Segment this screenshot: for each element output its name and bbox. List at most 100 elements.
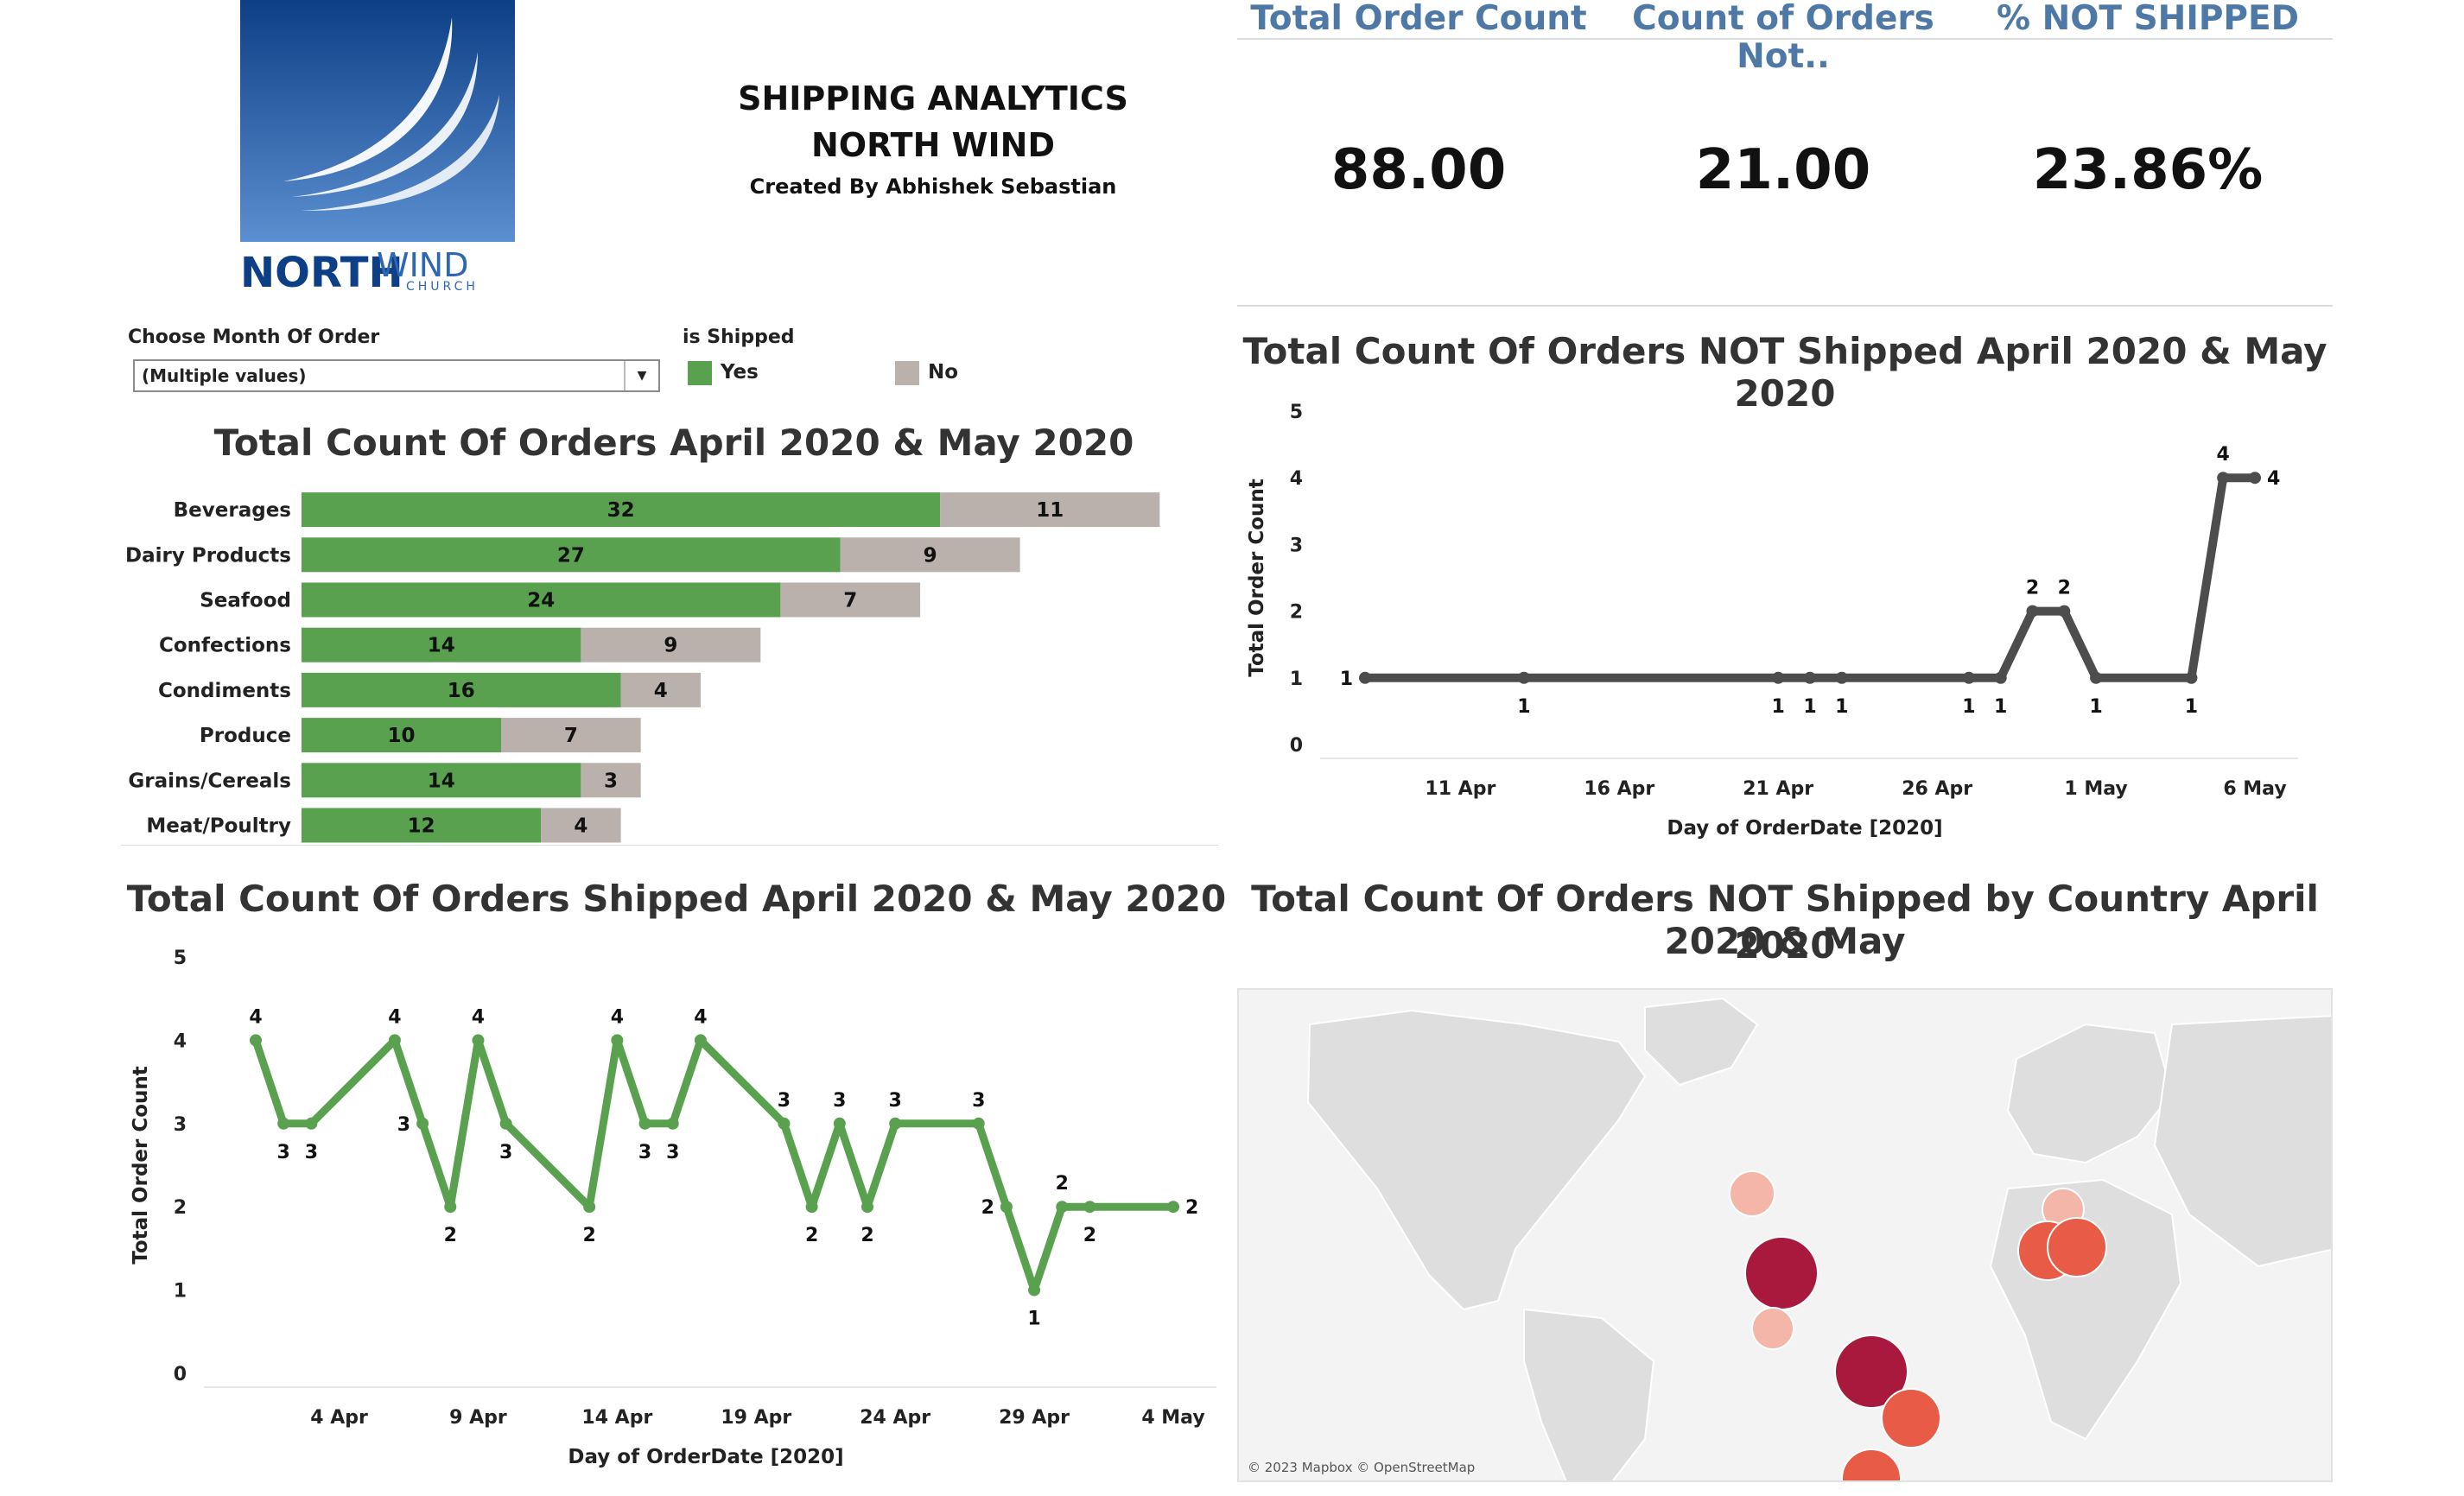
dashboard-title-line2: NORTH WIND	[810, 126, 1055, 164]
bar-segment-no[interactable]	[940, 492, 1160, 528]
data-label: 4	[388, 1006, 401, 1028]
bar-segment-no[interactable]	[620, 672, 701, 707]
data-point[interactable]	[250, 1034, 262, 1047]
x-axis-title: Day of OrderDate [2020]	[568, 1446, 843, 1468]
data-point[interactable]	[1804, 671, 1816, 684]
data-point[interactable]	[2185, 671, 2198, 684]
data-point[interactable]	[1359, 671, 1371, 684]
y-tick-label: 3	[1290, 535, 1303, 556]
data-label: 1	[1994, 696, 2007, 718]
kpi-not-shipped-count-label: Count of Orders Not..	[1632, 0, 1934, 76]
map-point-canada[interactable]	[1729, 1170, 1775, 1217]
data-point[interactable]	[388, 1034, 401, 1047]
data-label: 2	[805, 1225, 818, 1246]
data-point[interactable]	[277, 1117, 290, 1130]
bar-segment-no[interactable]	[581, 627, 761, 662]
data-point[interactable]	[1056, 1201, 1069, 1214]
data-point[interactable]	[611, 1034, 624, 1047]
x-tick-label: 14 Apr	[581, 1407, 652, 1429]
map-point-germany[interactable]	[2047, 1217, 2107, 1277]
bar-segment-yes[interactable]	[302, 627, 581, 662]
data-point[interactable]	[666, 1117, 679, 1130]
y-tick-label: 0	[1290, 735, 1303, 757]
legend-swatch-yes[interactable]	[688, 361, 712, 385]
y-tick-label: 3	[174, 1114, 187, 1136]
data-label: 1	[2089, 696, 2102, 718]
bar-segment-no[interactable]	[840, 537, 1020, 573]
bar-value-label: 11	[1036, 499, 1064, 522]
data-point[interactable]	[1517, 671, 1530, 684]
legend-label-yes[interactable]: Yes	[721, 361, 759, 384]
data-label: 2	[1185, 1197, 1198, 1219]
bar-segment-yes[interactable]	[302, 582, 781, 618]
x-tick-label: 4 Apr	[310, 1407, 368, 1429]
data-point[interactable]	[972, 1117, 985, 1130]
data-point[interactable]	[444, 1201, 457, 1214]
legend-swatch-no[interactable]	[895, 361, 919, 385]
map-point-brazil[interactable]	[1881, 1388, 1941, 1448]
data-point[interactable]	[1772, 671, 1785, 684]
bar-category-label: Condiments	[158, 680, 291, 702]
bar-segment-no[interactable]	[780, 582, 921, 618]
shipped-filter-label: is Shipped	[683, 326, 795, 348]
data-point[interactable]	[1028, 1284, 1041, 1296]
data-point[interactable]	[2217, 472, 2230, 485]
map-point-venezuela[interactable]	[1834, 1334, 1908, 1409]
northwind-logo: NORTH WIND CHURCH	[240, 0, 515, 297]
data-label: 4	[249, 1006, 262, 1028]
data-point[interactable]	[499, 1117, 512, 1130]
map-point-mexico[interactable]	[1751, 1307, 1794, 1350]
map-point-argentina[interactable]	[1841, 1448, 1902, 1482]
data-point[interactable]	[2026, 605, 2039, 618]
kpi-not-shipped-count-value: 21.00	[1695, 138, 1871, 202]
data-point[interactable]	[638, 1117, 651, 1130]
data-point[interactable]	[2090, 671, 2103, 684]
data-point[interactable]	[1835, 671, 1848, 684]
data-point[interactable]	[1083, 1201, 1096, 1214]
bar-segment-no[interactable]	[541, 808, 621, 843]
month-filter-value: (Multiple values)	[142, 365, 307, 386]
data-point[interactable]	[416, 1117, 429, 1130]
x-axis-title: Day of OrderDate [2020]	[1667, 817, 1942, 840]
bar-segment-yes[interactable]	[302, 672, 621, 707]
data-point[interactable]	[1994, 671, 2007, 684]
y-tick-label: 5	[174, 948, 187, 969]
data-point[interactable]	[889, 1117, 902, 1130]
data-point[interactable]	[2249, 472, 2261, 485]
y-axis-title: Total Order Count	[1246, 479, 1268, 677]
legend-label-no[interactable]: No	[928, 361, 959, 384]
data-point[interactable]	[583, 1201, 596, 1214]
data-point[interactable]	[778, 1117, 791, 1130]
chevron-down-icon[interactable]: ▼	[624, 361, 658, 390]
month-filter-dropdown[interactable]: (Multiple values) ▼	[133, 359, 660, 392]
month-filter-label: Choose Month Of Order	[128, 326, 380, 348]
greenland-shape	[1644, 997, 1759, 1087]
bar-segment-no[interactable]	[501, 718, 641, 753]
bar-segment-no[interactable]	[581, 763, 641, 798]
bar-value-label: 10	[387, 725, 415, 747]
bar-segment-yes[interactable]	[302, 492, 941, 528]
map-point-usa[interactable]	[1744, 1236, 1819, 1310]
data-label: 4	[611, 1006, 624, 1028]
data-point[interactable]	[805, 1201, 818, 1214]
y-tick-label: 2	[1290, 602, 1303, 624]
bar-segment-yes[interactable]	[302, 763, 581, 798]
x-tick-label: 11 Apr	[1425, 778, 1496, 800]
bar-segment-yes[interactable]	[302, 537, 841, 573]
data-point[interactable]	[2058, 605, 2071, 618]
bar-value-label: 27	[557, 544, 585, 567]
data-point[interactable]	[861, 1201, 873, 1214]
data-point[interactable]	[833, 1117, 846, 1130]
country-map[interactable]: © 2023 Mapbox © OpenStreetMap	[1237, 988, 2333, 1482]
logo-text-sub: CHURCH	[406, 280, 479, 294]
logo-graphic: NORTH WIND CHURCH	[240, 0, 515, 297]
data-point[interactable]	[305, 1117, 318, 1130]
data-point[interactable]	[1000, 1201, 1013, 1214]
data-point[interactable]	[694, 1034, 707, 1047]
bar-segment-yes[interactable]	[302, 808, 542, 843]
bar-segment-yes[interactable]	[302, 718, 501, 753]
data-point[interactable]	[1962, 671, 1975, 684]
data-point[interactable]	[1167, 1201, 1179, 1214]
data-point[interactable]	[472, 1034, 485, 1047]
x-tick-label: 16 Apr	[1584, 778, 1654, 800]
